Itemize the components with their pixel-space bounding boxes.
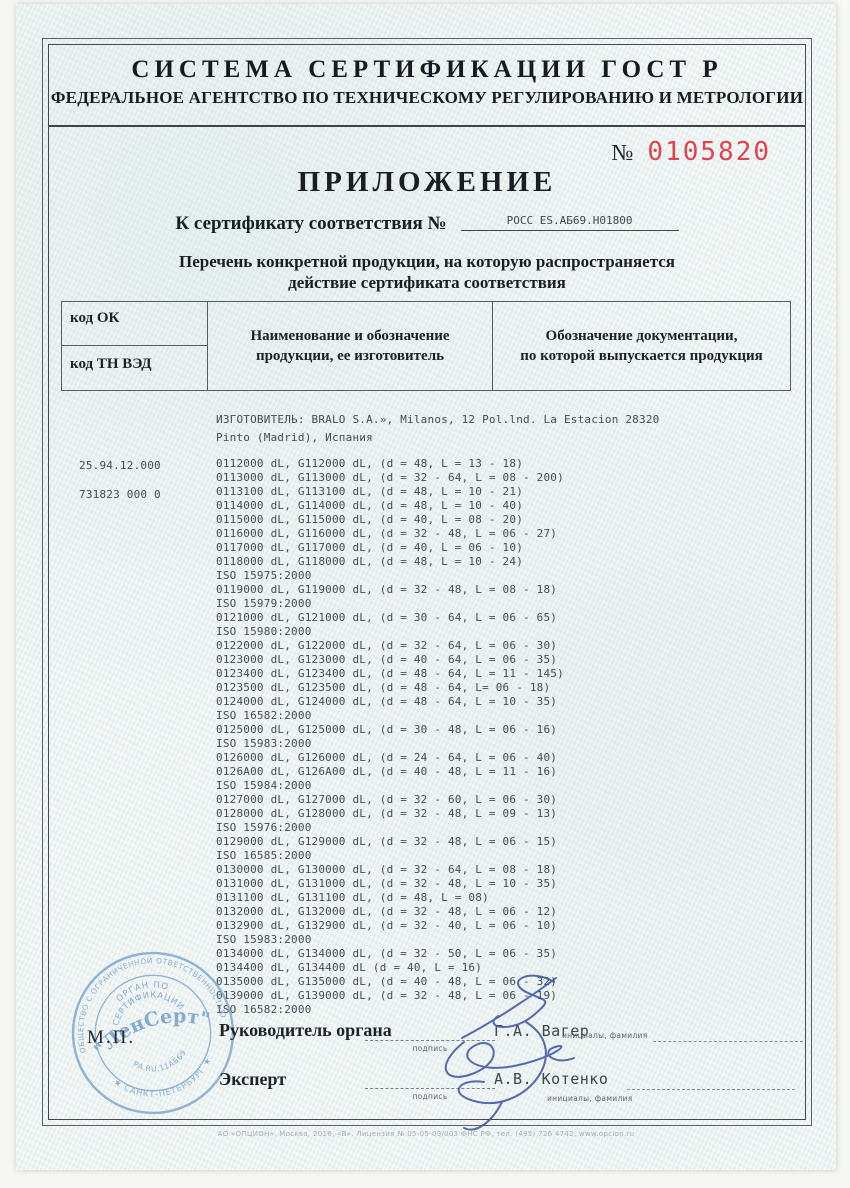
col-ok-code-header: код ОК — [62, 302, 207, 346]
head-of-body-label: Руководитель органа — [219, 1020, 392, 1040]
ok-code-value: 25.94.12.000 — [79, 459, 161, 472]
col-product-name-header: Наименование и обозначение продукции, ее… — [207, 302, 492, 390]
expert-signature-caption: подпись — [412, 1092, 448, 1101]
product-line: ISO 15983:2000 — [216, 933, 312, 946]
product-line: ISO 15975:2000 — [216, 569, 312, 582]
product-line: 0124000 dL, G124000 dL, (d = 48 - 64, L … — [216, 695, 558, 708]
product-line: 0130000 dL, G130000 dL, (d = 32 - 64, L … — [216, 863, 558, 876]
product-line: 0122000 dL, G122000 dL, (d = 32 - 64, L … — [216, 639, 558, 652]
number-sign: № — [611, 140, 634, 165]
product-line: 0131000 dL, G131000 dL, (d = 32 - 48, L … — [216, 877, 558, 890]
handwritten-signatures — [444, 974, 575, 1131]
product-line: 0116000 dL, G116000 dL, (d = 32 - 48, L … — [216, 527, 558, 540]
head-signature-caption: подпись — [412, 1044, 448, 1053]
tnved-code-value: 731823 000 0 — [79, 488, 161, 501]
svg-text:★ САНКТ-ПЕТЕРБУРГ ★: ★ САНКТ-ПЕТЕРБУРГ ★ — [111, 1053, 220, 1109]
product-line: 0132900 dL, G132900 dL, (d = 32 - 40, L … — [216, 919, 558, 932]
document-header: СИСТЕМА СЕРТИФИКАЦИИ ГОСТ Р ФЕДЕРАЛЬНОЕ … — [49, 45, 805, 127]
certificate-paper: СИСТЕМА СЕРТИФИКАЦИИ ГОСТ Р ФЕДЕРАЛЬНОЕ … — [16, 4, 836, 1170]
expert-name: А.В. Котенко — [494, 1070, 609, 1088]
product-line: ISO 15980:2000 — [216, 625, 312, 638]
expert-label: Эксперт — [219, 1069, 287, 1089]
stamp-registration-number: РА.RU.11АБ69 — [130, 1047, 191, 1080]
product-line: 0131100 dL, G131100 dL, (d = 48, L = 08) — [216, 891, 489, 904]
signature-stroke-expert-tail — [463, 1101, 503, 1131]
product-line: 0119000 dL, G119000 dL, (d = 32 - 48, L … — [216, 583, 558, 596]
document-subtitle: Перечень конкретной продукции, на котору… — [49, 251, 805, 293]
product-line: 0126A00 dL, G126A00 dL, (d = 40 - 48, L … — [216, 765, 558, 778]
col-documentation-header: Обозначение документации, по которой вып… — [492, 302, 790, 390]
document-number-value: 0105820 — [647, 137, 771, 167]
product-line: 0113000 dL, G113000 dL, (d = 32 - 64, L … — [216, 471, 564, 484]
subtitle-line-2: действие сертификата соответствия — [288, 273, 566, 292]
product-line: 0135000 dL, G135000 dL, (d = 40 - 48, L … — [216, 975, 558, 988]
document-number: № 0105820 — [611, 137, 771, 167]
head-name-trailing-line — [653, 1017, 803, 1042]
col-product-name-line-1: Наименование и обозначение — [250, 328, 450, 344]
product-line: 0134400 dL, G134400 dL (d = 40, L = 16) — [216, 961, 483, 974]
product-line: 0123000 dL, G123000 dL, (d = 40 - 64, L … — [216, 653, 558, 666]
expert-signature-line — [365, 1065, 495, 1089]
signature-stroke-expert — [444, 1041, 575, 1078]
product-line: 0115000 dL, G115000 dL, (d = 40, L = 08 … — [216, 513, 524, 526]
stamp-outer-bottom-text: ★ САНКТ-ПЕТЕРБУРГ ★ — [111, 1053, 220, 1109]
col-product-name-line-2: продукции, ее изготовитель — [255, 348, 445, 364]
product-list: 0112000 dL, G112000 dL, (d = 48, L = 13 … — [216, 457, 564, 1017]
product-line: 0113100 dL, G113100 dL, (d = 48, L = 10 … — [216, 485, 524, 498]
product-line: 0139000 dL, G139000 dL, (d = 32 - 48, L … — [216, 989, 558, 1002]
product-line: 0128000 dL, G128000 dL, (d = 32 - 48, L … — [216, 807, 558, 820]
product-line: ISO 15983:2000 — [216, 737, 312, 750]
product-line: ISO 16585:2000 — [216, 849, 312, 862]
product-line: 0118000 dL, G118000 dL, (d = 48, L = 10 … — [216, 555, 524, 568]
certificate-reference: К сертификату соответствия № РОСС ES.АБ69… — [49, 213, 805, 236]
subtitle-line-1: Перечень конкретной продукции, на котору… — [178, 252, 676, 271]
svg-text:РА.RU.11АБ69: РА.RU.11АБ69 — [130, 1047, 191, 1080]
product-line: ISO 15979:2000 — [216, 597, 312, 610]
head-signature-line — [365, 1017, 495, 1041]
print-shop-footer: АО «ОПЦИОН», Москва, 2016, «В». Лицензия… — [217, 1130, 635, 1138]
certification-system-title: СИСТЕМА СЕРТИФИКАЦИИ ГОСТ Р — [131, 56, 723, 83]
page-title: ПРИЛОЖЕНИЕ — [297, 166, 557, 198]
product-line: ISO 16582:2000 — [216, 709, 312, 722]
product-line: 0126000 dL, G126000 dL, (d = 24 - 64, L … — [216, 751, 558, 764]
product-line: ISO 15976:2000 — [216, 821, 312, 834]
certificate-reference-label: К сертификату соответствия № — [175, 213, 447, 234]
product-line: 0114000 dL, G114000 dL, (d = 48, L = 10 … — [216, 499, 524, 512]
federal-agency-title: ФЕДЕРАЛЬНОЕ АГЕНТСТВО ПО ТЕХНИЧЕСКОМУ РЕ… — [50, 88, 804, 107]
certificate-reference-number: РОСС ES.АБ69.Н01800 — [460, 214, 679, 231]
product-line: 0127000 dL, G127000 dL, (d = 32 - 60, L … — [216, 793, 558, 806]
signature-stroke-expert-loop — [457, 1021, 547, 1105]
manufacturer-line-2: Pinto (Madrid), Испания — [216, 431, 373, 444]
product-line: 0132000 dL, G132000 dL, (d = 32 - 48, L … — [216, 905, 558, 918]
signature-stroke-head-flourish — [461, 977, 557, 1039]
product-spec-table-header: код ОК код ТН ВЭД Наименование и обознач… — [61, 301, 791, 391]
document-frame: СИСТЕМА СЕРТИФИКАЦИИ ГОСТ Р ФЕДЕРАЛЬНОЕ … — [42, 38, 812, 1131]
product-line: 0134000 dL, G134000 dL, (d = 32 - 50, L … — [216, 947, 558, 960]
expert-name-trailing-line — [627, 1065, 795, 1090]
product-line: 0121000 dL, G121000 dL, (d = 30 - 64, L … — [216, 611, 558, 624]
col-documentation-line-1: Обозначение документации, — [545, 328, 738, 344]
signature-stroke-head — [492, 974, 555, 1028]
product-line: 0112000 dL, G112000 dL, (d = 48, L = 13 … — [216, 457, 524, 470]
product-line: 0125000 dL, G125000 dL, (d = 30 - 48, L … — [216, 723, 558, 736]
col-documentation-line-2: по которой выпускается продукция — [520, 348, 763, 364]
product-line: 0129000 dL, G129000 dL, (d = 32 - 48, L … — [216, 835, 558, 848]
product-line: 0117000 dL, G117000 dL, (d = 40, L = 06 … — [216, 541, 524, 554]
head-name-caption: инициалы, фамилия — [562, 1031, 648, 1040]
seal-place-mark: М.П. — [87, 1027, 136, 1048]
manufacturer-block: ИЗГОТОВИТЕЛЬ: BRALO S.A.», Milanos, 12 P… — [216, 411, 659, 447]
col-tnved-code-header: код ТН ВЭД — [70, 356, 152, 372]
manufacturer-line-1: ИЗГОТОВИТЕЛЬ: BRALO S.A.», Milanos, 12 P… — [216, 413, 660, 426]
product-line: 0123400 dL, G123400 dL, (d = 48 - 64, L … — [216, 667, 564, 680]
expert-name-caption: инициалы, фамилия — [547, 1094, 633, 1103]
product-line: 0123500 dL, G123500 dL, (d = 48 - 64, L=… — [216, 681, 551, 694]
product-line: ISO 15984:2000 — [216, 779, 312, 792]
